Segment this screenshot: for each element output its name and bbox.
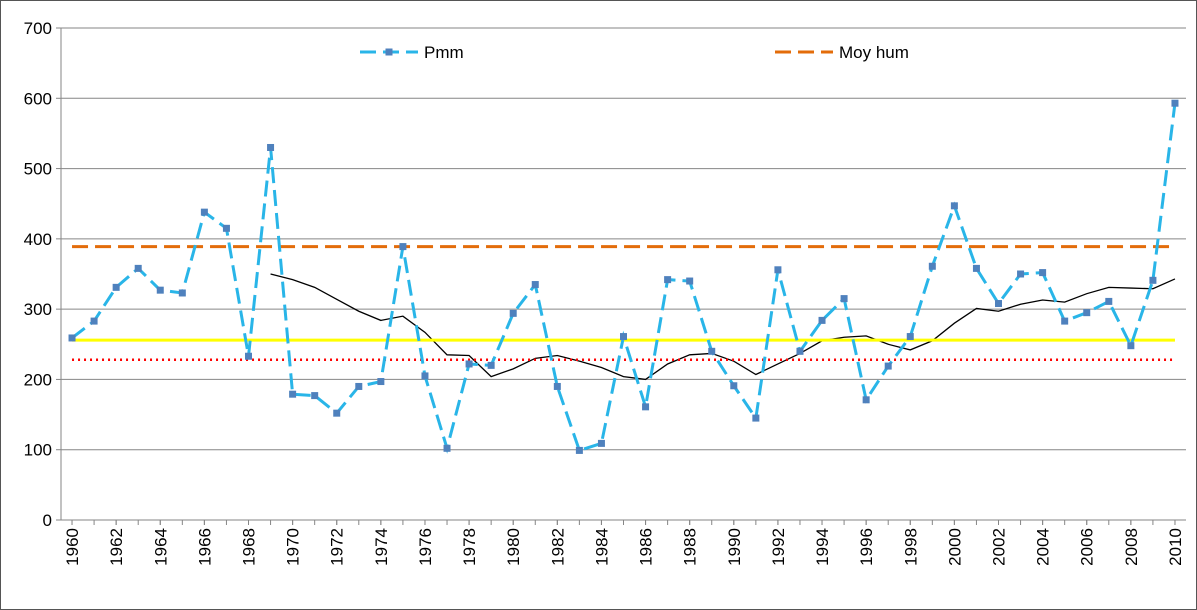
y-tick-label: 0 <box>43 511 52 530</box>
point-marker <box>531 281 539 289</box>
point-marker <box>928 262 936 270</box>
point-marker <box>796 347 804 355</box>
point-marker <box>950 202 958 210</box>
point-marker <box>862 396 870 404</box>
x-tick-label: 2008 <box>1122 528 1141 566</box>
point-marker <box>730 382 738 390</box>
x-tick-label: 1992 <box>769 528 788 566</box>
point-marker <box>134 264 142 272</box>
point-marker <box>333 409 341 417</box>
point-marker <box>884 362 892 370</box>
point-marker <box>355 382 363 390</box>
point-marker <box>642 403 650 411</box>
point-marker <box>311 392 319 400</box>
x-tick-label: 1994 <box>813 528 832 566</box>
point-marker <box>553 382 561 390</box>
x-tick-label: 2004 <box>1034 528 1053 566</box>
x-tick-label: 1986 <box>637 528 656 566</box>
point-marker <box>178 289 186 297</box>
point-marker <box>289 390 297 398</box>
point-marker <box>774 266 782 274</box>
point-marker <box>267 143 275 151</box>
x-tick-label: 1990 <box>725 528 744 566</box>
point-marker <box>995 300 1002 308</box>
x-tick-label: 1974 <box>372 528 391 566</box>
point-marker <box>1039 269 1047 277</box>
x-tick-label: 1978 <box>460 528 479 566</box>
y-tick-label: 500 <box>24 160 52 179</box>
legend-label: Pmm <box>424 43 464 62</box>
point-marker <box>112 283 120 291</box>
point-marker <box>686 277 694 285</box>
legend-marker <box>385 48 393 56</box>
point-marker <box>377 378 385 386</box>
y-tick-label: 200 <box>24 370 52 389</box>
point-marker <box>465 360 473 368</box>
point-marker <box>708 347 716 355</box>
legend-label: Moy hum <box>839 43 909 62</box>
point-marker <box>1083 309 1091 317</box>
point-marker <box>509 309 517 317</box>
point-marker <box>399 243 407 251</box>
point-marker <box>620 333 627 341</box>
point-marker <box>90 317 98 325</box>
x-tick-label: 1996 <box>857 528 876 566</box>
point-marker <box>818 316 826 324</box>
point-marker <box>597 439 605 447</box>
y-tick-label: 100 <box>24 441 52 460</box>
x-tick-label: 1962 <box>107 528 126 566</box>
point-marker <box>664 276 672 284</box>
y-tick-label: 600 <box>24 89 52 108</box>
x-tick-label: 1970 <box>284 528 303 566</box>
point-marker <box>1017 270 1025 278</box>
x-tick-label: 1966 <box>195 528 214 566</box>
x-tick-label: 2002 <box>990 528 1009 566</box>
y-tick-label: 400 <box>24 230 52 249</box>
x-tick-label: 1964 <box>151 528 170 566</box>
point-marker <box>1149 276 1157 284</box>
point-marker <box>245 352 252 360</box>
x-tick-label: 1976 <box>416 528 435 566</box>
point-marker <box>1061 317 1069 325</box>
point-marker <box>200 208 208 216</box>
point-marker <box>68 334 76 342</box>
x-tick-label: 2000 <box>945 528 964 566</box>
point-marker <box>906 333 914 341</box>
x-tick-label: 1982 <box>548 528 567 566</box>
point-marker <box>222 224 230 232</box>
series-line <box>270 273 1176 381</box>
x-tick-label: 1968 <box>240 528 259 566</box>
point-marker <box>840 295 848 303</box>
point-marker <box>1105 297 1113 305</box>
x-tick-label: 2010 <box>1166 528 1185 566</box>
y-tick-label: 700 <box>24 19 52 38</box>
point-marker <box>443 444 451 452</box>
point-marker <box>421 372 429 380</box>
x-tick-label: 1980 <box>504 528 523 566</box>
point-marker <box>156 286 164 294</box>
y-tick-label: 300 <box>24 300 52 319</box>
x-tick-label: 2006 <box>1078 528 1097 566</box>
x-tick-label: 1988 <box>681 528 700 566</box>
x-tick-label: 1984 <box>592 528 611 566</box>
point-marker <box>487 361 495 369</box>
x-tick-label: 1960 <box>63 528 82 566</box>
x-tick-label: 1998 <box>901 528 920 566</box>
point-marker <box>752 414 760 422</box>
point-marker <box>972 264 980 272</box>
point-marker <box>1127 342 1135 350</box>
point-marker <box>1171 99 1179 107</box>
point-marker <box>575 446 583 454</box>
x-tick-label: 1972 <box>328 528 347 566</box>
